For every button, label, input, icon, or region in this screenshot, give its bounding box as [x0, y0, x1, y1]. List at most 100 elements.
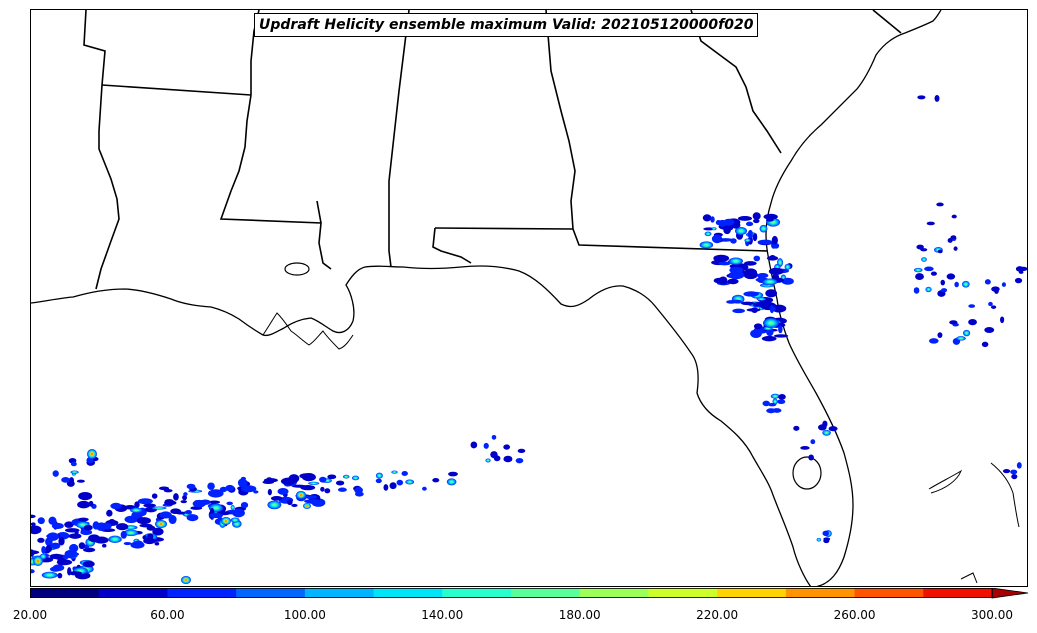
- helicity-cell: [743, 270, 758, 280]
- helicity-cell: [763, 213, 778, 220]
- colorbar-segment: [373, 588, 443, 598]
- helicity-cell: [916, 244, 924, 250]
- helicity-cell: [253, 490, 259, 494]
- helicity-cell: [711, 234, 723, 244]
- helicity-cell: [270, 496, 283, 501]
- helicity-cell: [130, 541, 145, 549]
- helicity-cell: [710, 216, 715, 223]
- helicity-cell: [936, 202, 944, 207]
- helicity-cell: [287, 499, 293, 506]
- helicity-cell: [226, 501, 233, 506]
- helicity-cell: [335, 480, 345, 486]
- colorbar: [30, 588, 1029, 599]
- helicity-cell: [793, 425, 800, 431]
- helicity-cell: [704, 231, 712, 237]
- helicity-cell: [106, 509, 113, 517]
- helicity-cell: [728, 271, 745, 280]
- helicity-cell: [711, 227, 717, 231]
- helicity-cell: [808, 454, 814, 461]
- helicity-cell: [237, 478, 248, 488]
- helicity-cell: [988, 301, 993, 307]
- helicity-cell: [327, 474, 337, 480]
- helicity-cell: [767, 402, 777, 407]
- helicity-cell: [175, 511, 186, 515]
- helicity-cell: [800, 446, 810, 450]
- helicity-cell: [291, 503, 298, 507]
- helicity-cell: [277, 488, 289, 495]
- helicity-cell: [981, 341, 989, 348]
- helicity-cell: [151, 493, 158, 499]
- colorbar-tick-label: 140.00: [421, 608, 464, 622]
- helicity-cell: [768, 267, 784, 275]
- colorbar-tick-label: 220.00: [696, 608, 739, 622]
- helicity-cell: [517, 448, 526, 454]
- helicity-cell: [240, 501, 249, 509]
- helicity-cell: [143, 537, 156, 545]
- helicity-cell: [823, 537, 831, 541]
- helicity-cell: [207, 482, 215, 491]
- helicity-cell: [1016, 462, 1022, 469]
- helicity-cell: [144, 507, 153, 512]
- colorbar-segment: [648, 588, 718, 598]
- helicity-cell: [771, 235, 778, 245]
- helicity-cell: [52, 470, 59, 477]
- colorbar-tick-label: 300.00: [971, 608, 1013, 622]
- updraft-helicity-field: [31, 94, 1027, 584]
- helicity-cell: [232, 508, 245, 518]
- helicity-cell: [123, 541, 132, 546]
- helicity-cell: [354, 487, 363, 494]
- helicity-cell: [937, 332, 943, 339]
- helicity-cell: [816, 537, 822, 542]
- helicity-cell: [822, 530, 830, 537]
- helicity-cell: [405, 479, 415, 485]
- helicity-cell: [732, 308, 745, 314]
- helicity-cell: [756, 297, 767, 301]
- helicity-cell: [186, 483, 196, 490]
- colorbar-segment: [167, 588, 237, 598]
- helicity-cell: [110, 502, 122, 510]
- helicity-cell: [208, 512, 223, 519]
- helicity-cell: [308, 481, 320, 485]
- helicity-cell: [207, 489, 224, 498]
- helicity-cell: [173, 493, 179, 501]
- helicity-cell: [136, 517, 151, 525]
- helicity-cell: [41, 546, 46, 554]
- helicity-cell: [58, 537, 65, 546]
- helicity-cell: [766, 408, 776, 414]
- helicity-cell: [50, 542, 61, 550]
- helicity-cell: [744, 238, 751, 243]
- helicity-cell: [396, 479, 404, 486]
- helicity-cell: [320, 486, 325, 492]
- helicity-cell: [485, 458, 491, 463]
- helicity-cell: [828, 426, 838, 432]
- helicity-cell: [752, 212, 761, 220]
- helicity-cell: [766, 255, 779, 261]
- helicity-cell: [80, 529, 93, 536]
- helicity-cell: [88, 534, 100, 543]
- helicity-cell: [70, 470, 79, 474]
- helicity-cell: [299, 473, 313, 479]
- helicity-cell: [727, 278, 739, 285]
- helicity-cell: [448, 471, 458, 477]
- helicity-cell: [182, 494, 188, 501]
- helicity-cell: [208, 500, 221, 504]
- helicity-cell: [765, 218, 774, 222]
- helicity-cell: [154, 542, 160, 546]
- helicity-cell: [57, 557, 66, 566]
- helicity-cell: [703, 227, 715, 231]
- helicity-cell: [33, 556, 43, 566]
- helicity-cell: [168, 515, 177, 525]
- helicity-cell: [155, 520, 167, 528]
- helicity-cell: [763, 318, 779, 328]
- helicity-cell: [225, 484, 235, 492]
- helicity-cell: [953, 246, 958, 251]
- helicity-cell: [984, 327, 995, 334]
- helicity-cell: [810, 439, 816, 445]
- helicity-cell: [221, 517, 231, 525]
- helicity-cell: [1019, 266, 1027, 272]
- helicity-cell: [781, 277, 794, 285]
- helicity-cell: [940, 279, 945, 286]
- helicity-cell: [928, 338, 939, 344]
- helicity-cell: [78, 542, 86, 550]
- helicity-cell: [984, 279, 991, 285]
